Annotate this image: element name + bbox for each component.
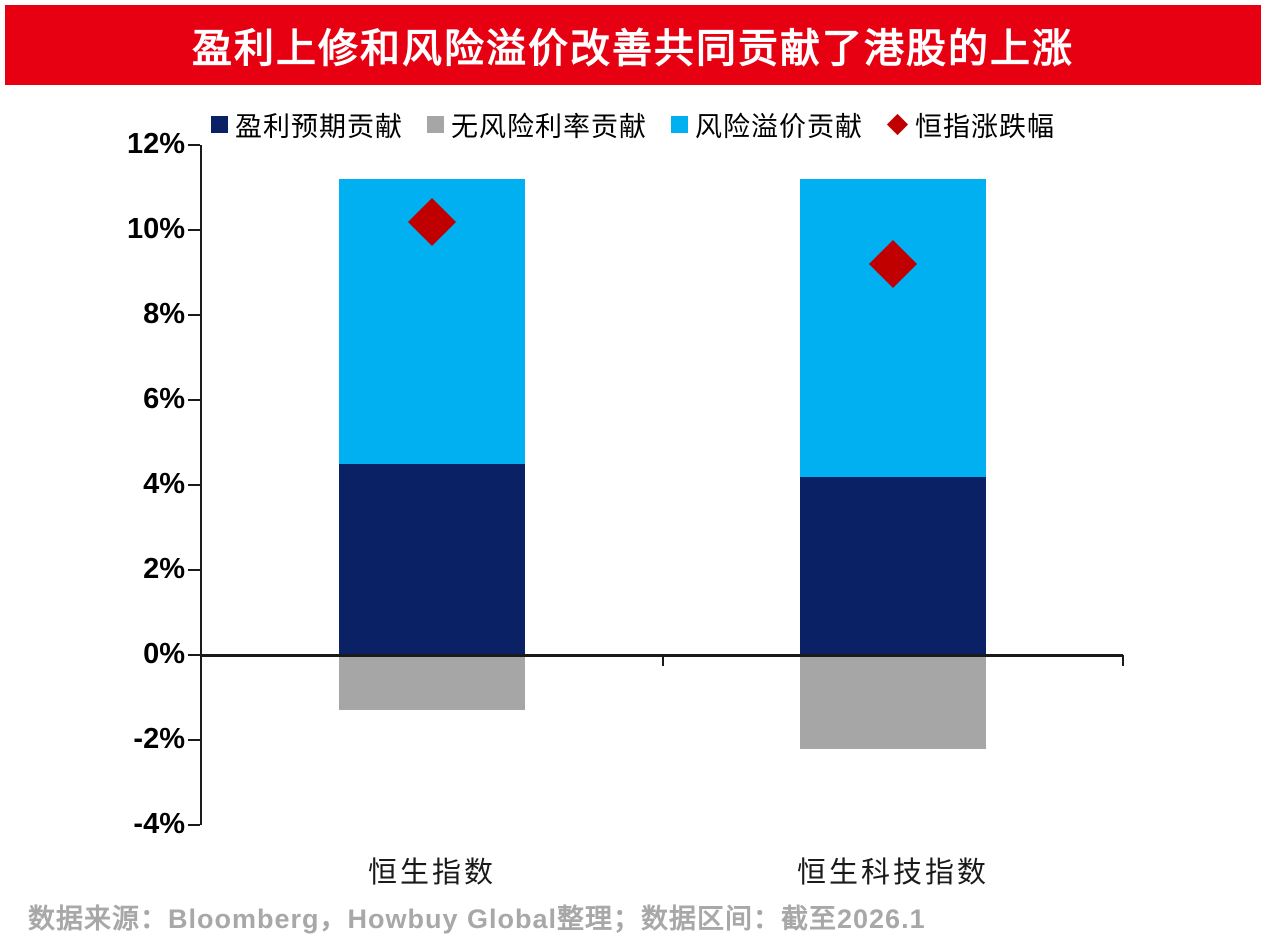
- legend-label: 风险溢价贡献: [695, 111, 863, 143]
- y-tick-label: 4%: [143, 468, 185, 500]
- riskpremium-swatch-icon: [671, 115, 688, 133]
- y-tick-mark: [188, 484, 200, 486]
- y-axis-line: [200, 145, 202, 825]
- chart-legend: 盈利预期贡献 无风险利率贡献 风险溢价贡献 恒指涨跌幅: [0, 104, 1266, 144]
- x-category-label: 恒生指数: [367, 855, 496, 889]
- legend-item-riskpremium: 风险溢价贡献: [671, 105, 863, 144]
- title-banner: 盈利上修和风险溢价改善共同贡献了港股的上涨: [5, 5, 1261, 85]
- riskfree-swatch-icon: [427, 115, 444, 133]
- data-source-note: 数据来源：Bloomberg，Howbuy Global整理；数据区间：截至20…: [28, 904, 926, 934]
- legend-item-riskfree: 无风险利率贡献: [427, 105, 647, 144]
- chart-title: 盈利上修和风险溢价改善共同贡献了港股的上涨: [192, 27, 1074, 71]
- legend-label: 盈利预期贡献: [235, 111, 403, 143]
- bar-segment-1-cat-1: [800, 655, 986, 749]
- y-tick-mark: [188, 144, 200, 146]
- bar-segment-2-cat-1: [800, 179, 986, 477]
- earnings-swatch-icon: [211, 115, 228, 133]
- legend-label: 无风险利率贡献: [451, 111, 647, 143]
- y-tick-label: 2%: [143, 553, 185, 585]
- y-tick-mark: [188, 314, 200, 316]
- x-axis-zero-line: [200, 654, 1123, 657]
- y-tick-mark: [188, 654, 200, 656]
- y-tick-label: 8%: [143, 298, 185, 330]
- bar-segment-0-cat-0: [339, 463, 525, 655]
- y-tick-label: -2%: [133, 723, 185, 755]
- category-separator-tick: [1122, 655, 1124, 666]
- legend-item-earnings: 盈利预期贡献: [211, 105, 403, 144]
- x-category-label: 恒生科技指数: [796, 855, 989, 889]
- y-tick-mark: [188, 824, 200, 826]
- y-tick-label: -4%: [133, 808, 185, 840]
- y-tick-mark: [188, 739, 200, 741]
- bar-segment-0-cat-1: [800, 476, 986, 655]
- bar-segment-1-cat-0: [339, 655, 525, 711]
- legend-item-index-change: 恒指涨跌幅: [886, 105, 1055, 144]
- y-tick-mark: [188, 569, 200, 571]
- y-tick-label: 0%: [143, 638, 185, 670]
- category-separator-tick: [662, 655, 664, 666]
- y-tick-label: 12%: [126, 128, 185, 160]
- y-tick-label: 10%: [126, 213, 185, 245]
- y-tick-mark: [188, 229, 200, 231]
- y-tick-mark: [188, 399, 200, 401]
- legend-label: 恒指涨跌幅: [915, 111, 1055, 143]
- y-tick-label: 6%: [143, 383, 185, 415]
